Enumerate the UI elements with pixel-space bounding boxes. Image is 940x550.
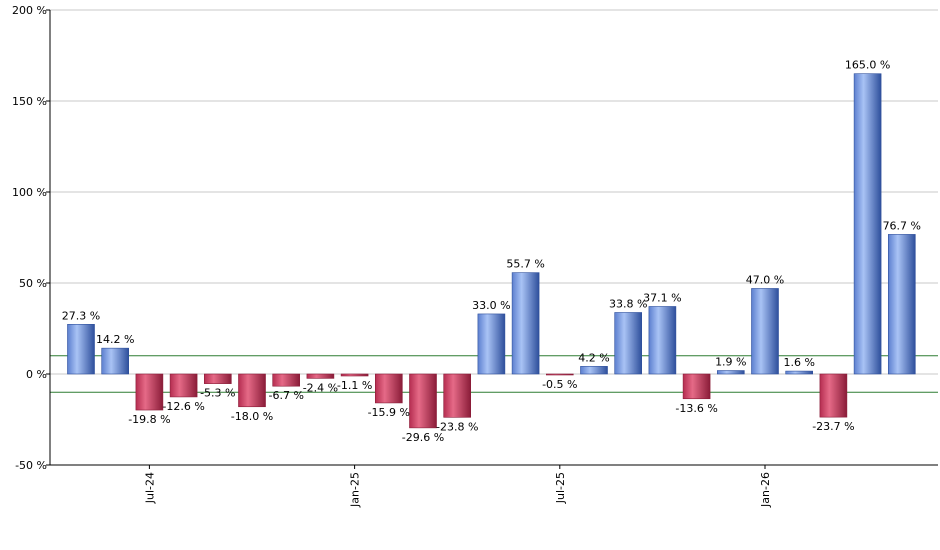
bar [169,373,198,398]
y-tick-label: 50 % [19,277,47,290]
bar [443,373,472,418]
y-tick-label: -50 % [15,459,47,472]
data-label: -18.0 % [231,410,273,423]
bar [374,373,403,404]
y-tick-label: 150 % [12,95,47,108]
bar [819,373,848,418]
bar [614,312,643,375]
data-label: 14.2 % [96,333,134,346]
bar [340,373,369,377]
y-tick-label: 100 % [12,186,47,199]
data-label: -0.5 % [542,378,577,391]
x-tick-label: Jul-24 [143,472,156,504]
data-label: 1.9 % [715,356,746,369]
data-label: -23.8 % [436,420,478,433]
bar [238,373,266,408]
bar [306,373,335,379]
bar [853,73,882,375]
data-label: 4.2 % [578,351,609,364]
bar [67,324,95,375]
bar [785,370,814,375]
bar [580,366,608,375]
bar [204,373,232,384]
data-label: 33.8 % [609,297,647,310]
x-tick-label: Jan-25 [349,472,362,508]
bar-labels: 27.3 % 14.2 % -19.8 %-12.6 %-5.3 % -18.0 % -… [62,59,921,444]
data-label: -29.6 % [402,431,444,444]
x-axis-ticks: Jul-24 Jan-25 Jul-25 Jan-26 [143,465,772,508]
bar [682,373,711,400]
data-label: -12.6 % [162,400,204,413]
bars [67,73,916,429]
bar [545,373,574,376]
y-tick-label: 0 % [26,368,47,381]
data-label: 1.6 % [783,356,814,369]
axes [49,10,938,466]
data-label: -1.1 % [337,379,372,392]
data-label: 33.0 % [472,299,510,312]
data-label: -6.7 % [268,389,303,402]
data-label: -15.9 % [368,406,410,419]
bar [477,313,506,375]
data-label: -2.4 % [303,381,338,394]
bar [887,234,916,375]
data-label: 76.7 % [883,219,921,232]
data-label: 37.1 % [643,291,681,304]
data-label: -13.6 % [675,402,717,415]
y-axis-ticks: 200 % 150 % 100 % 50 % 0 % -50 % [12,4,50,472]
bar [101,347,129,375]
bar [648,306,677,375]
bar [751,288,779,375]
bar [716,370,745,375]
data-label: -23.7 % [812,420,854,433]
y-tick-label: 200 % [12,4,47,17]
data-label: -19.8 % [128,413,170,426]
bar [272,373,301,387]
data-label: 47.0 % [746,273,784,286]
data-label: -5.3 % [200,387,235,400]
data-label: 55.7 % [506,258,544,271]
data-label: 27.3 % [62,309,100,322]
bar [409,373,437,429]
x-tick-label: Jul-25 [554,472,567,504]
x-tick-label: Jan-26 [759,472,772,508]
data-label: 165.0 % [845,59,890,72]
bar [511,272,540,375]
bar [135,373,164,411]
